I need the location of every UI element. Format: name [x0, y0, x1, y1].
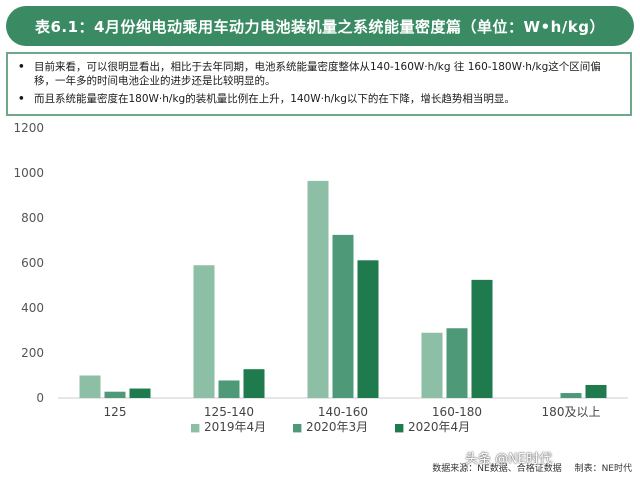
source-note: 数据来源：NE数据、合格证数据 制表：NE时代	[422, 461, 632, 474]
x-tick-label: 125-140	[204, 405, 254, 419]
y-tick-label: 0	[36, 391, 44, 405]
y-tick-label: 400	[21, 301, 44, 315]
legend-label: 2020年3月	[306, 420, 368, 434]
y-tick-label: 1200	[13, 121, 44, 135]
legend-label: 2019年4月	[204, 420, 266, 434]
bar	[471, 279, 493, 398]
bar	[218, 380, 240, 398]
x-tick-label: 180及以上	[542, 405, 601, 419]
y-tick-label: 600	[21, 256, 44, 270]
source-data: 数据来源：NE数据、合格证数据	[432, 464, 562, 474]
note-text: 而且系统能量密度在180W·h/kg的装机量比例在上升，140W·h/kg以下的…	[34, 93, 515, 105]
note-item: • 而且系统能量密度在180W·h/kg的装机量比例在上升，140W·h/kg以…	[18, 92, 620, 106]
watermark: 头条 @NE时代	[465, 452, 553, 467]
bar	[193, 265, 215, 398]
x-tick-label: 140-160	[318, 405, 368, 419]
bar	[421, 332, 443, 398]
bar	[446, 328, 468, 398]
bar	[560, 393, 582, 398]
notes-box: • 目前来看，可以很明显看出，相比于去年同期，电池系统能量密度整体从140-16…	[6, 52, 632, 116]
bar	[307, 180, 329, 398]
bar	[357, 260, 379, 398]
x-tick-label: 125	[104, 405, 127, 419]
y-tick-label: 1000	[13, 166, 44, 180]
bullet-icon: •	[18, 61, 25, 73]
bar	[332, 234, 354, 398]
bar	[129, 388, 151, 398]
bar	[79, 375, 101, 398]
legend-swatch: ■	[292, 421, 302, 434]
legend-swatch: ■	[190, 421, 200, 434]
bar	[104, 391, 126, 398]
legend-swatch: ■	[394, 421, 404, 434]
y-tick-label: 800	[21, 211, 44, 225]
note-item: • 目前来看，可以很明显看出，相比于去年同期，电池系统能量密度整体从140-16…	[18, 60, 620, 88]
chart-title-banner: 表6.1：4月份纯电动乘用车动力电池装机量之系统能量密度篇（单位：W•h/kg）	[6, 6, 634, 46]
y-tick-label: 200	[21, 346, 44, 360]
bar-chart: 0 200 400 600 800 1000 1200 125 125-140 140-160 16…	[13, 121, 628, 434]
note-text: 目前来看，可以很明显看出，相比于去年同期，电池系统能量密度整体从140-160W…	[34, 61, 601, 87]
chart-title: 表6.1：4月份纯电动乘用车动力电池装机量之系统能量密度篇（单位：W•h/kg）	[34, 17, 605, 36]
bar	[585, 384, 607, 398]
bullet-icon: •	[18, 93, 25, 105]
bar	[243, 369, 265, 398]
x-tick-label: 160-180	[432, 405, 482, 419]
source-author: 制表：NE时代	[574, 464, 632, 474]
legend-label: 2020年4月	[408, 420, 470, 434]
